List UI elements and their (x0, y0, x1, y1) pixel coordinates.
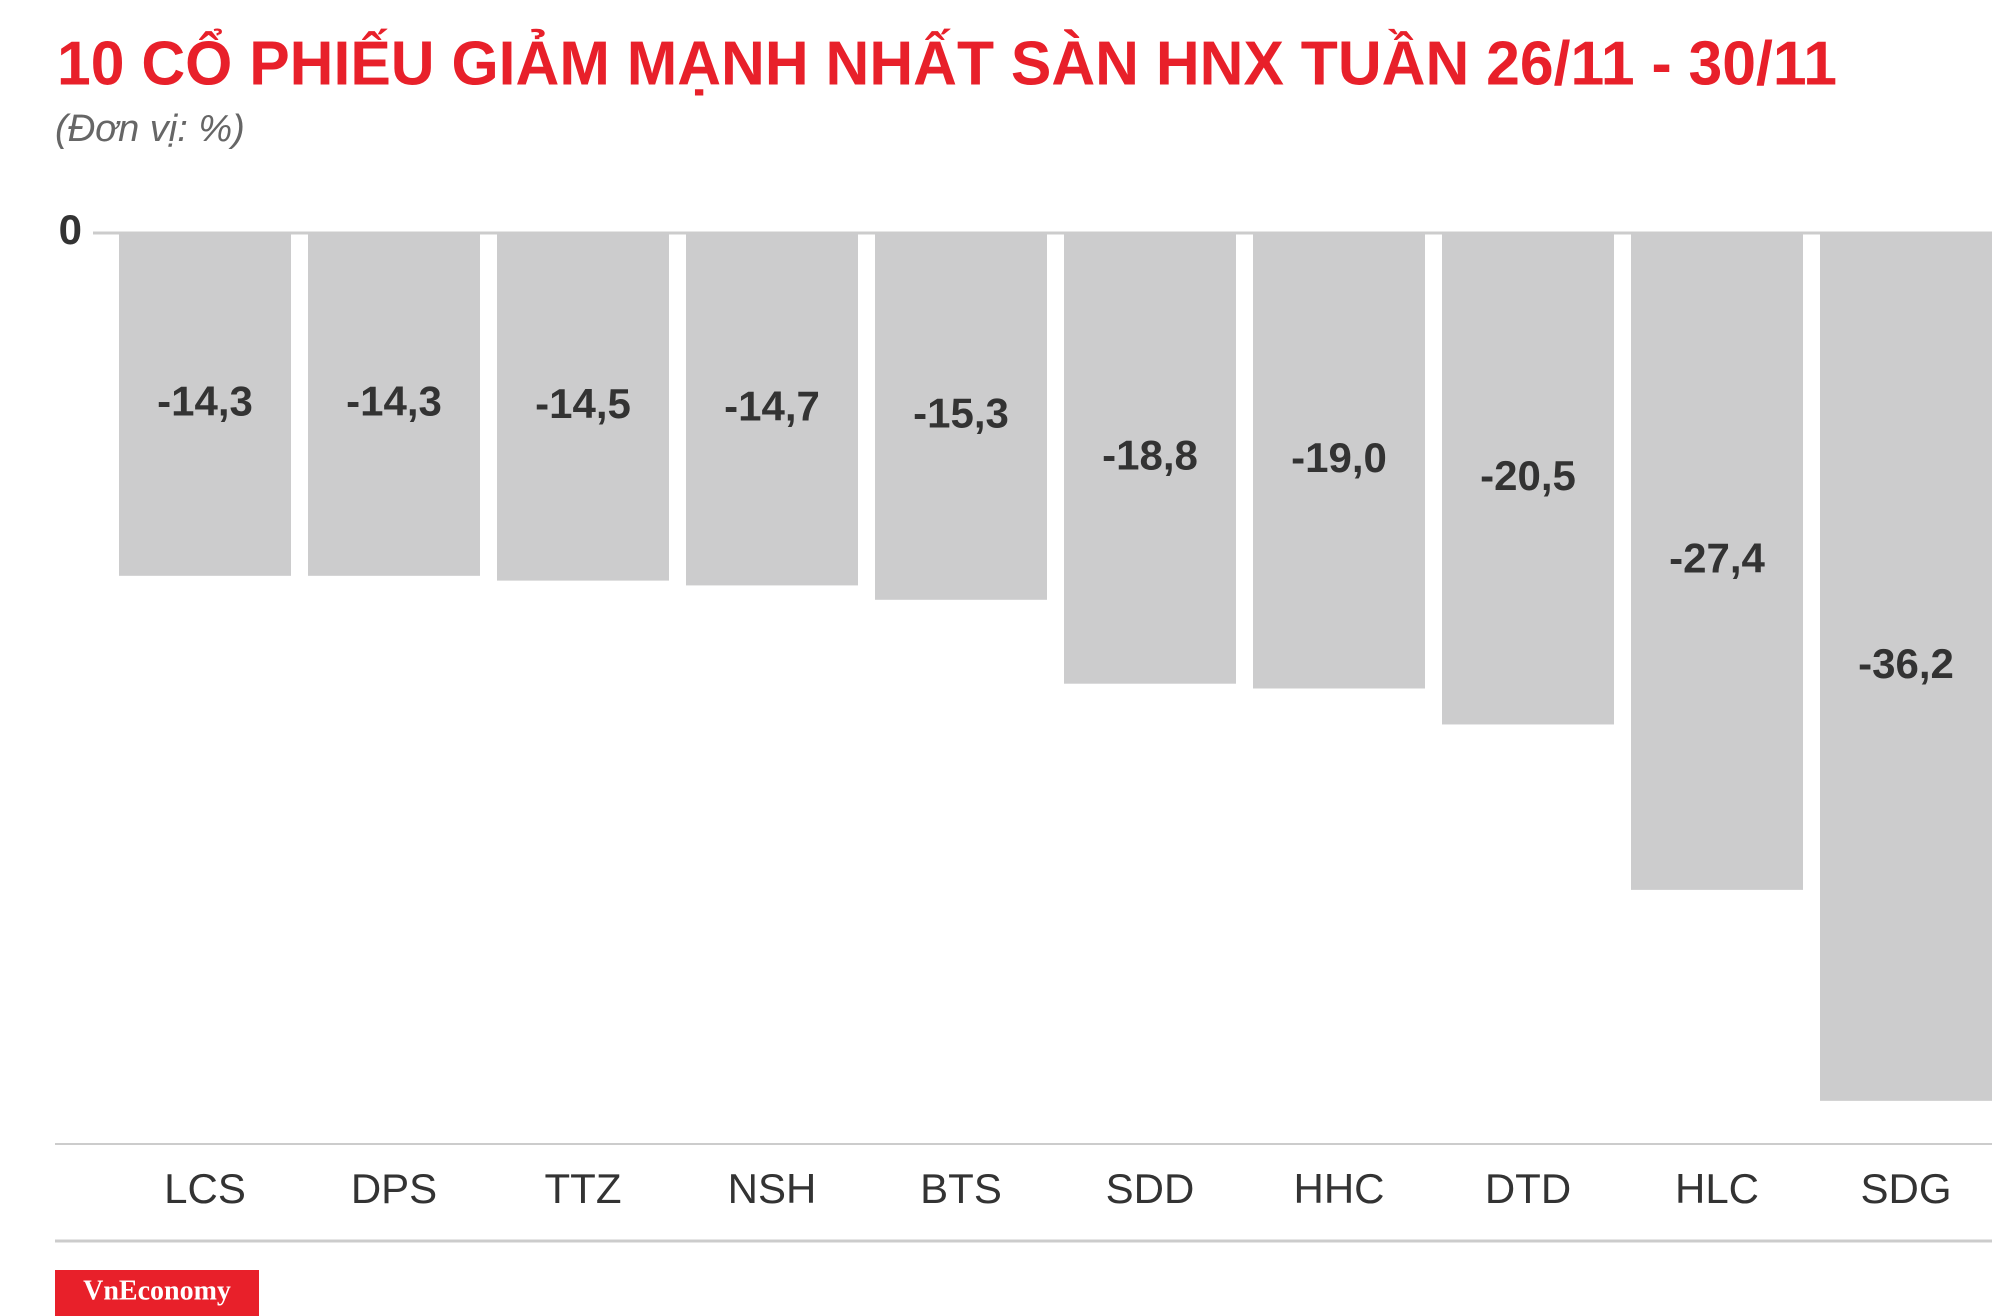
value-label: -14,7 (724, 382, 820, 429)
bar (308, 233, 480, 576)
bar (875, 233, 1047, 600)
x-tick-label: HHC (1294, 1165, 1385, 1212)
bar (1064, 233, 1236, 684)
value-label: -20,5 (1480, 452, 1576, 499)
x-tick-label: TTZ (545, 1165, 622, 1212)
chart-subtitle: (Đơn vị: %) (55, 108, 245, 150)
x-tick-label: BTS (920, 1165, 1002, 1212)
x-tick-label: LCS (164, 1165, 246, 1212)
x-tick-label: NSH (728, 1165, 817, 1212)
value-label: -18,8 (1102, 431, 1198, 478)
value-label: -14,5 (535, 380, 631, 427)
value-label: -14,3 (346, 378, 442, 425)
value-label: -14,3 (157, 378, 253, 425)
value-label: -19,0 (1291, 434, 1387, 481)
bar (1820, 233, 1992, 1101)
logo-box (55, 1270, 259, 1316)
x-tick-label: DTD (1485, 1165, 1571, 1212)
value-label: -15,3 (913, 389, 1009, 436)
bar (119, 233, 291, 576)
bar (497, 233, 669, 581)
bar (1442, 233, 1614, 725)
chart-title: 10 CỔ PHIẾU GIẢM MẠNH NHẤT SÀN HNX TUẦN … (57, 28, 1837, 98)
x-tick-label: SDD (1106, 1165, 1195, 1212)
value-label: -27,4 (1669, 535, 1765, 582)
logo-text: VnEconomy (83, 1275, 231, 1306)
y-tick-label: 0 (59, 206, 82, 253)
bar (1631, 233, 1803, 890)
x-tick-label: HLC (1675, 1165, 1759, 1212)
x-tick-label: SDG (1860, 1165, 1951, 1212)
bar (686, 233, 858, 586)
x-tick-label: DPS (351, 1165, 437, 1212)
value-label: -36,2 (1858, 640, 1954, 687)
bar (1253, 233, 1425, 689)
